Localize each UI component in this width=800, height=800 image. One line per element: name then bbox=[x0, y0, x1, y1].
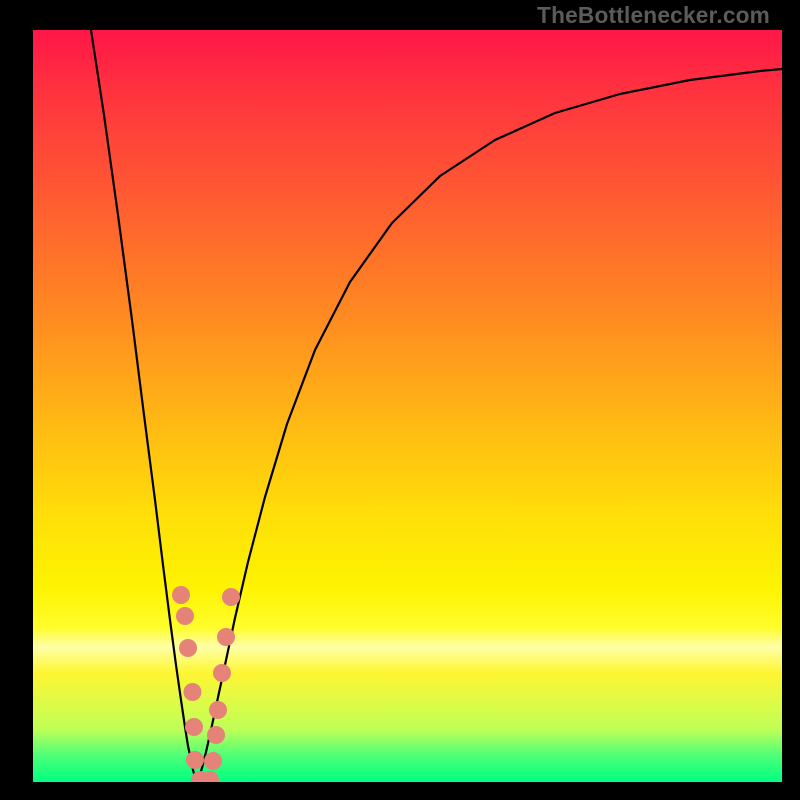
watermark-text: TheBottlenecker.com bbox=[537, 2, 770, 29]
chart-stage: TheBottlenecker.com bbox=[0, 0, 800, 800]
chart-frame bbox=[0, 0, 800, 800]
